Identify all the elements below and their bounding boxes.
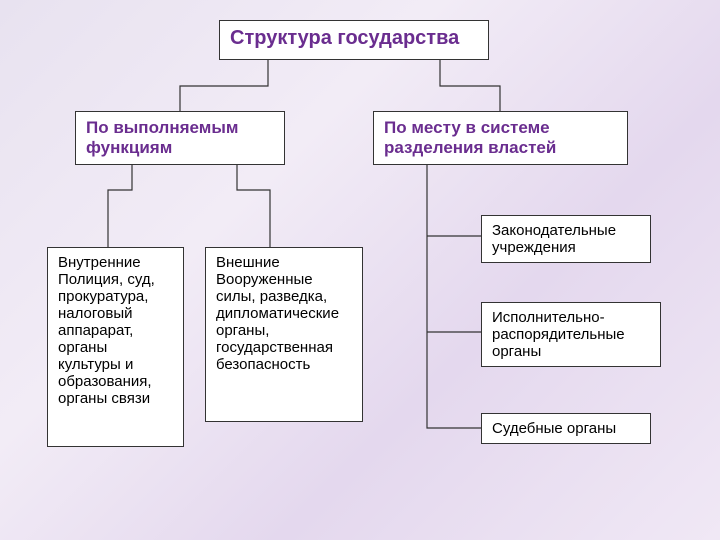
node-by-function-text: По выполняемым функциям [86, 118, 238, 157]
node-by-place: По месту в системе разделения властей [373, 111, 628, 165]
node-internal-text: Внутренние Полиция, суд, прокуратура, на… [58, 254, 155, 407]
node-judicial-text: Судебные органы [492, 420, 616, 437]
node-external: Внешние Вооруженные силы, разведка, дипл… [205, 247, 363, 422]
node-external-text: Внешние Вооруженные силы, разведка, дипл… [216, 254, 339, 373]
node-legislative-text: Законодательные учреждения [492, 222, 616, 256]
node-root-text: Структура государства [230, 27, 459, 49]
node-root: Структура государства [219, 20, 489, 60]
node-internal: Внутренние Полиция, суд, прокуратура, на… [47, 247, 184, 447]
node-legislative: Законодательные учреждения [481, 215, 651, 263]
node-judicial: Судебные органы [481, 413, 651, 444]
node-by-place-text: По месту в системе разделения властей [384, 118, 556, 157]
node-by-function: По выполняемым функциям [75, 111, 285, 165]
node-executive: Исполнительно-распорядительные органы [481, 302, 661, 367]
node-executive-text: Исполнительно-распорядительные органы [492, 309, 625, 360]
